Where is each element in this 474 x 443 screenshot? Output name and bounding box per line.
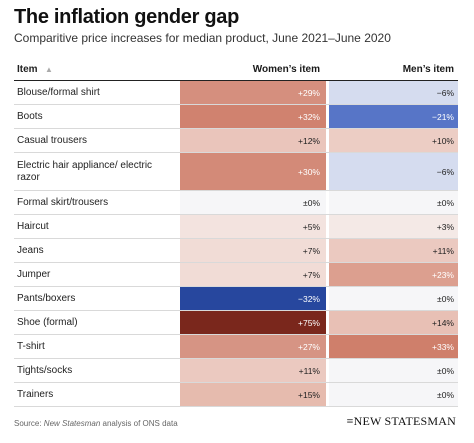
table-row: Blouse/formal shirt +29% −6% xyxy=(14,81,458,105)
women-value-cell: +29% xyxy=(180,81,326,104)
row-label: Haircut xyxy=(17,220,49,232)
men-value-cell: +10% xyxy=(329,129,458,152)
women-value-cell: +12% xyxy=(180,129,326,152)
table-header: Item ▲ Women’s item Men’s item xyxy=(14,57,458,81)
women-value-cell: +32% xyxy=(180,105,326,128)
men-value-cell: −6% xyxy=(329,153,458,190)
row-label: Jumper xyxy=(17,268,51,280)
column-header-women[interactable]: Women’s item xyxy=(252,64,320,75)
table-row: Boots +32% −21% xyxy=(14,105,458,129)
chart-subtitle: Comparitive price increases for median p… xyxy=(14,31,391,45)
table-row: Electric hair appliance/ electric razor +… xyxy=(14,153,458,191)
table-row: Formal skirt/trousers ±0% ±0% xyxy=(14,191,458,215)
chart-title: The inflation gender gap xyxy=(14,6,240,28)
row-label: Formal skirt/trousers xyxy=(17,196,109,208)
row-label: Tights/socks xyxy=(17,364,73,376)
price-table: Item ▲ Women’s item Men’s item Blouse/fo… xyxy=(14,57,458,407)
men-value-cell: ±0% xyxy=(329,191,458,214)
table-row: Casual trousers +12% +10% xyxy=(14,129,458,153)
men-value-cell: +14% xyxy=(329,311,458,334)
men-value-cell: +3% xyxy=(329,215,458,238)
men-value-cell: ±0% xyxy=(329,383,458,406)
men-value-cell: +33% xyxy=(329,335,458,358)
row-label: Pants/boxers xyxy=(17,292,76,304)
table-row: T-shirt +27% +33% xyxy=(14,335,458,359)
table-row: Jumper +7% +23% xyxy=(14,263,458,287)
row-label: T-shirt xyxy=(17,340,45,352)
column-header-men[interactable]: Men’s item xyxy=(402,64,454,75)
row-label: Casual trousers xyxy=(17,134,88,146)
men-value-cell: ±0% xyxy=(329,359,458,382)
row-label: Blouse/formal shirt xyxy=(17,86,100,98)
women-value-cell: +7% xyxy=(180,239,326,262)
brand-logo: ≡NEW STATESMAN xyxy=(346,414,456,428)
source-suffix: analysis of ONS data xyxy=(100,419,178,428)
table-row: Jeans +7% +11% xyxy=(14,239,458,263)
source-publication: New Statesman xyxy=(43,419,101,428)
women-value-cell: +15% xyxy=(180,383,326,406)
source-note: Source: New Statesman analysis of ONS da… xyxy=(14,419,178,428)
men-value-cell: +23% xyxy=(329,263,458,286)
table-row: Shoe (formal) +75% +14% xyxy=(14,311,458,335)
column-header-item[interactable]: Item xyxy=(17,64,38,75)
men-value-cell: −21% xyxy=(329,105,458,128)
row-label: Jeans xyxy=(17,244,44,256)
men-value-cell: ±0% xyxy=(329,287,458,310)
men-value-cell: +11% xyxy=(329,239,458,262)
men-value-cell: −6% xyxy=(329,81,458,104)
row-label: Boots xyxy=(17,110,43,122)
table-body: Blouse/formal shirt +29% −6% Boots +32% −21% C… xyxy=(14,81,458,407)
women-value-cell: +11% xyxy=(180,359,326,382)
women-value-cell: +27% xyxy=(180,335,326,358)
row-label: Shoe (formal) xyxy=(17,316,78,328)
table-row: Tights/socks +11% ±0% xyxy=(14,359,458,383)
sort-ascending-icon[interactable]: ▲ xyxy=(45,65,53,74)
row-label: Electric hair appliance/ electric razor xyxy=(17,159,153,183)
women-value-cell: ±0% xyxy=(180,191,326,214)
table-row: Haircut +5% +3% xyxy=(14,215,458,239)
women-value-cell: +75% xyxy=(180,311,326,334)
women-value-cell: −32% xyxy=(180,287,326,310)
women-value-cell: +30% xyxy=(180,153,326,190)
row-label: Trainers xyxy=(17,388,54,400)
women-value-cell: +7% xyxy=(180,263,326,286)
women-value-cell: +5% xyxy=(180,215,326,238)
table-row: Trainers +15% ±0% xyxy=(14,383,458,407)
table-row: Pants/boxers −32% ±0% xyxy=(14,287,458,311)
source-prefix: Source: xyxy=(14,419,44,428)
